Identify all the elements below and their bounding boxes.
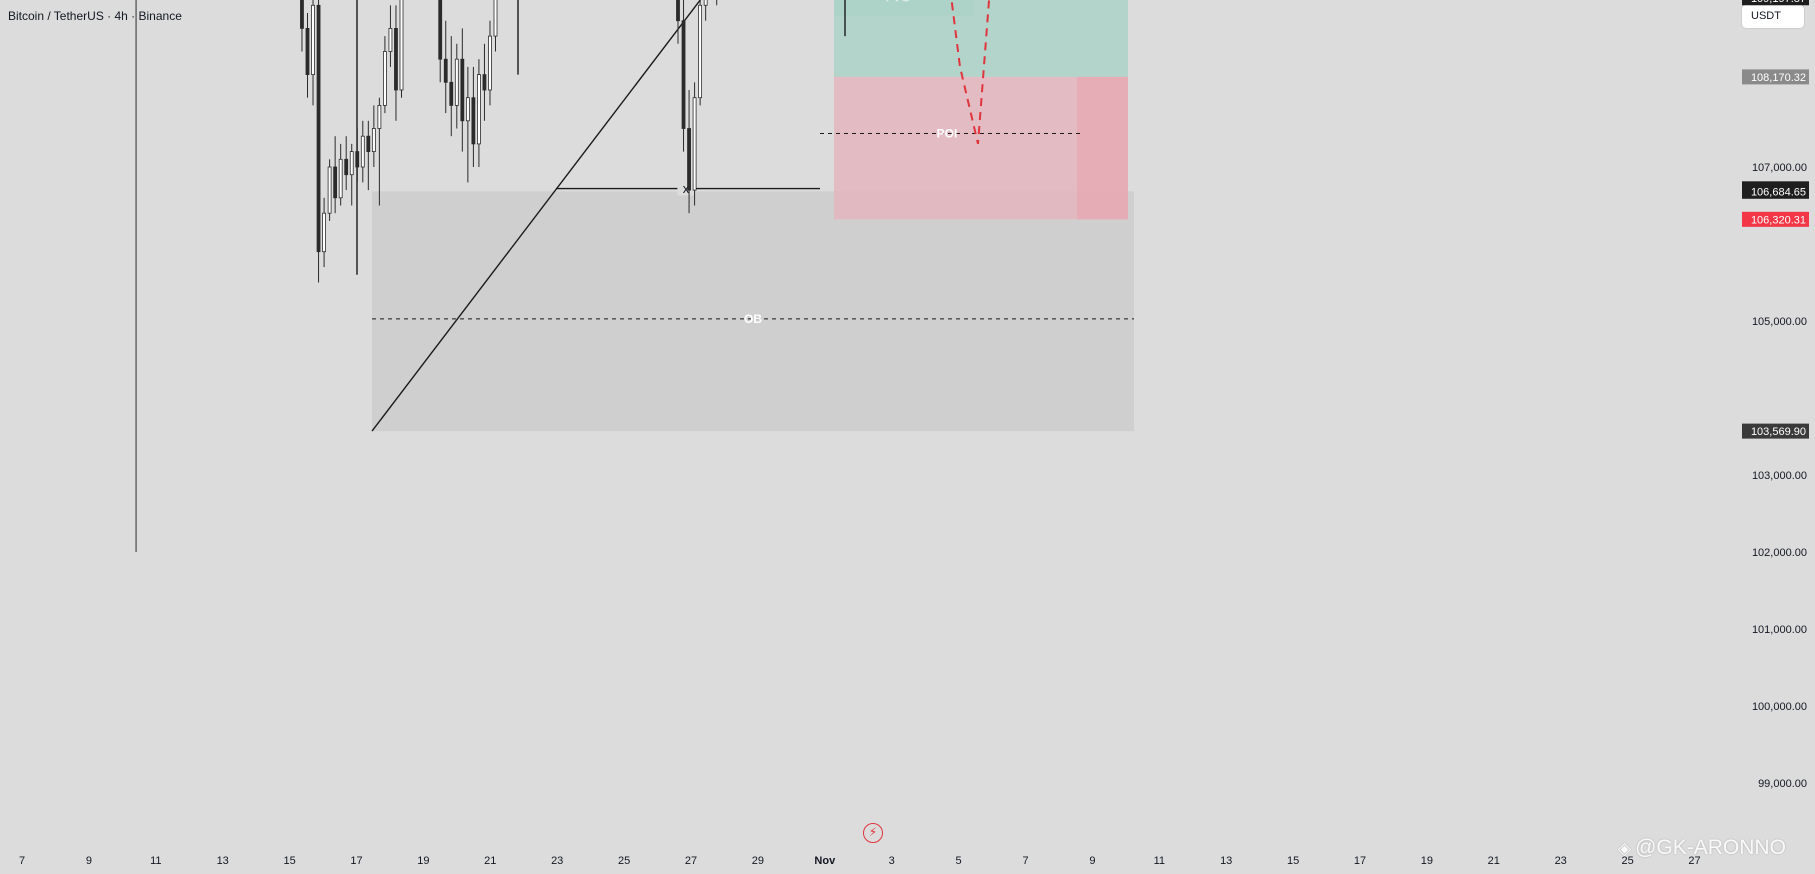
date-tick: 9 xyxy=(86,855,92,867)
candle xyxy=(399,0,404,91)
candle xyxy=(460,58,465,122)
candle xyxy=(465,97,470,122)
poi-zone-edge xyxy=(1077,76,1128,220)
price-label-bg xyxy=(1742,69,1809,85)
date-tick: 25 xyxy=(618,855,630,867)
date-tick: 19 xyxy=(417,855,429,867)
date-tick: 11 xyxy=(1154,855,1165,867)
candle xyxy=(338,158,343,199)
date-tick: 7 xyxy=(19,855,25,867)
price-label: 103,569.90 xyxy=(1751,426,1806,438)
candle xyxy=(316,4,321,253)
candle xyxy=(676,0,680,22)
candle xyxy=(305,27,310,76)
date-tick: 15 xyxy=(283,855,295,867)
price-label-bg xyxy=(1742,183,1809,199)
price-label-bg xyxy=(1742,211,1809,227)
poi-label: POI xyxy=(937,127,958,141)
candle xyxy=(477,74,481,145)
date-tick: 17 xyxy=(350,855,362,867)
candle xyxy=(344,158,349,176)
price-label-bg xyxy=(1742,0,1809,6)
date-tick: 5 xyxy=(956,855,962,867)
date-tick: 25 xyxy=(1621,855,1633,867)
price-tick: 107,000.00 xyxy=(1752,162,1807,174)
date-tick: Nov xyxy=(814,855,836,867)
fvg-zone xyxy=(834,0,974,16)
candle xyxy=(371,128,376,153)
candle xyxy=(488,35,492,91)
price-label-bg xyxy=(1742,423,1809,439)
date-tick: 9 xyxy=(1089,855,1095,867)
candle xyxy=(388,27,393,52)
date-tick: 19 xyxy=(1421,855,1433,867)
date-tick: 13 xyxy=(1220,855,1232,867)
lightning-icon[interactable]: ⚡ xyxy=(863,823,883,843)
date-tick: 27 xyxy=(1688,855,1700,867)
candle xyxy=(360,135,365,168)
candle xyxy=(443,58,448,83)
date-tick: 21 xyxy=(1488,855,1500,867)
candle xyxy=(394,27,398,91)
date-tick: 11 xyxy=(150,855,161,867)
candle xyxy=(349,151,354,176)
date-tick: 15 xyxy=(1287,855,1299,867)
candle xyxy=(300,0,304,29)
candle xyxy=(383,51,387,106)
currency-button[interactable]: USDT xyxy=(1742,5,1804,28)
zones-layer xyxy=(372,0,1134,432)
candle xyxy=(681,20,686,129)
candles-layer xyxy=(135,0,718,552)
candle xyxy=(377,105,382,129)
watermark: ◈ @GK-ARONNO xyxy=(1618,836,1786,860)
candle xyxy=(355,151,360,168)
date-tick: 27 xyxy=(685,855,697,867)
watermark-text: @GK-ARONNO xyxy=(1635,836,1786,859)
price-tick: 101,000.00 xyxy=(1752,624,1807,636)
candle xyxy=(333,166,338,199)
candle xyxy=(698,4,703,99)
date-tick: 23 xyxy=(1555,855,1567,867)
date-tick: 3 xyxy=(889,855,895,867)
price-axis[interactable]: 99,000.00 100,000.00 101,000.00 102,000.00 1… xyxy=(1742,0,1809,790)
date-tick: 29 xyxy=(752,855,764,867)
candle xyxy=(493,0,498,37)
binance-diamond-icon: ◈ xyxy=(1618,839,1632,858)
candle xyxy=(703,0,708,6)
x-line-label: x xyxy=(683,181,690,196)
candle xyxy=(449,81,454,106)
candle xyxy=(687,128,691,191)
price-label: 106,320.31 xyxy=(1751,214,1806,226)
price-tick: 103,000.00 xyxy=(1752,470,1807,482)
time-axis[interactable]: 7 9 11 13 15 17 19 21 23 25 27 29 Nov 3 5 7 9 11 13 15 17 19 2… xyxy=(19,855,1701,867)
price-label: 106,684.65 xyxy=(1751,186,1806,198)
candle xyxy=(471,97,476,145)
price-label: 108,170.32 xyxy=(1751,72,1806,84)
date-tick: 7 xyxy=(1022,855,1028,867)
date-tick: 13 xyxy=(217,855,229,867)
candle xyxy=(311,4,315,76)
date-tick: 17 xyxy=(1354,855,1366,867)
drawings-layer: chochBoSxTargetTargetTargetOBPOIFVG xyxy=(356,0,1134,432)
candle xyxy=(454,58,459,106)
candle xyxy=(322,212,326,253)
date-tick: 21 xyxy=(484,855,496,867)
price-label: 109,197.87 xyxy=(1751,0,1806,5)
price-tick: 99,000.00 xyxy=(1758,778,1807,790)
candle xyxy=(327,166,332,214)
ob-zone xyxy=(372,191,1134,432)
trendline xyxy=(371,0,702,432)
price-tick: 102,000.00 xyxy=(1752,547,1807,559)
price-tick: 105,000.00 xyxy=(1752,316,1807,328)
ob-label: OB xyxy=(744,312,762,326)
price-tick: 100,000.00 xyxy=(1752,701,1807,713)
candle xyxy=(692,97,697,191)
candle xyxy=(482,74,487,91)
date-tick: 23 xyxy=(551,855,563,867)
candle xyxy=(438,0,443,60)
candle xyxy=(366,135,371,152)
fvg-label: FVG xyxy=(886,0,911,5)
symbol-header[interactable]: Bitcoin / TetherUS · 4h · Binance xyxy=(8,9,182,23)
